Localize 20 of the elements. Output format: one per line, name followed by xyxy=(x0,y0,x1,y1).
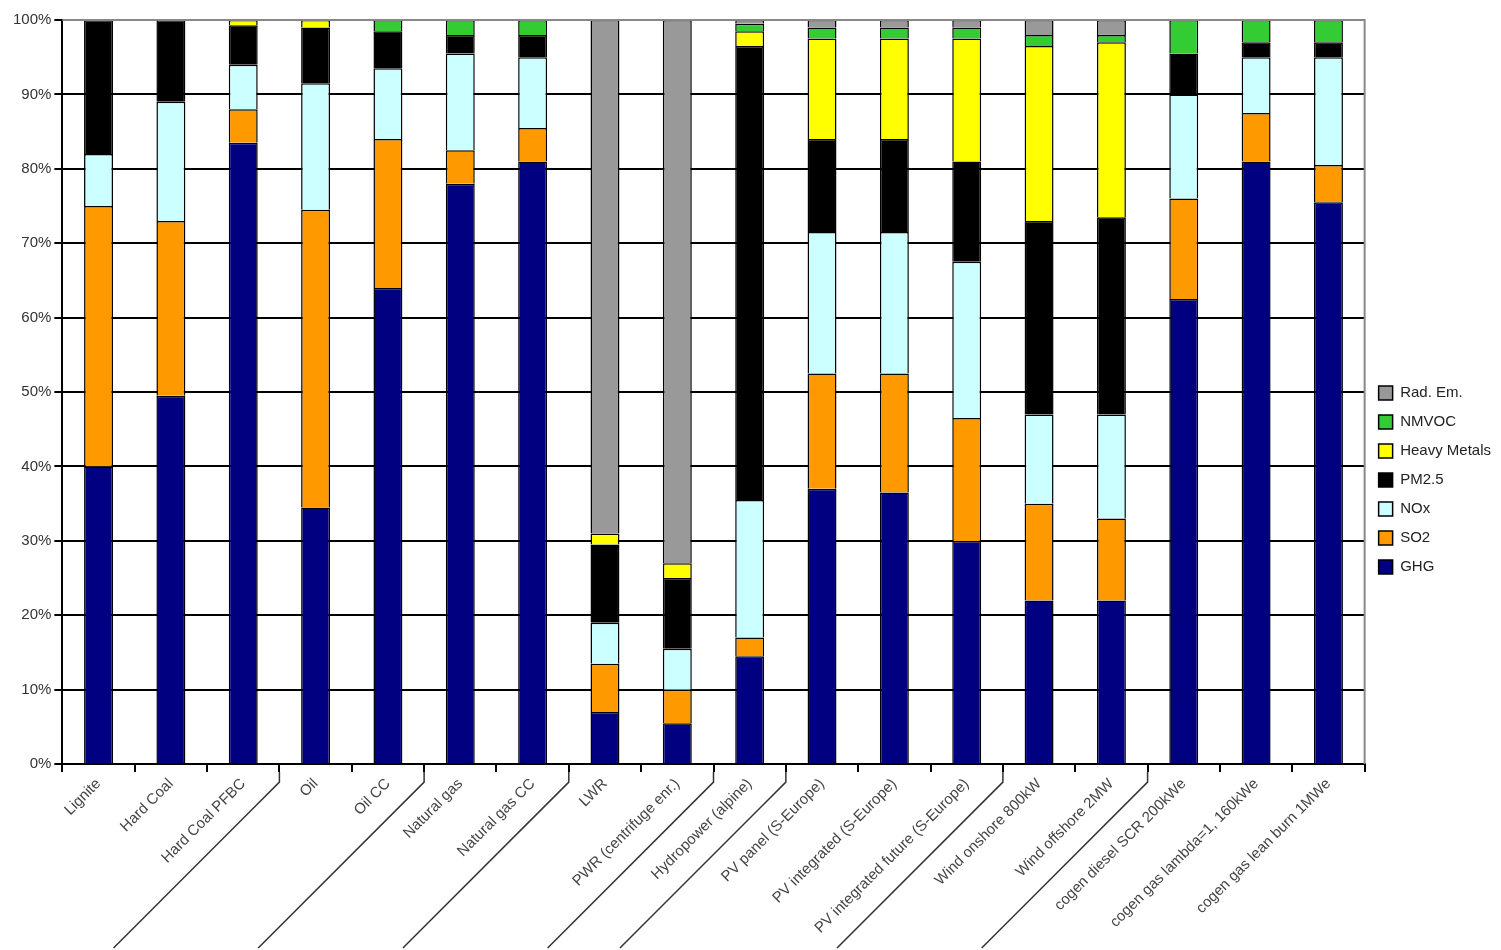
legend-label: PM2.5 xyxy=(1400,470,1444,488)
x-tick-label: Oil xyxy=(295,774,321,800)
y-tick-label: 70% xyxy=(21,233,52,251)
y-tick-label: 0% xyxy=(29,754,52,772)
legend-label: GHG xyxy=(1400,557,1435,575)
legend-label: NMVOC xyxy=(1400,412,1457,430)
y-tick-label: 80% xyxy=(21,158,52,176)
y-tick-label: 20% xyxy=(21,605,52,623)
y-tick-label: 90% xyxy=(21,84,52,102)
y-tick-label: 50% xyxy=(21,382,52,400)
legend-label: SO2 xyxy=(1400,528,1431,546)
x-tick-label: Oil CC xyxy=(349,774,394,818)
y-tick-label: 100% xyxy=(12,10,52,28)
legend-label: Heavy Metals xyxy=(1400,441,1492,459)
y-tick-label: 30% xyxy=(21,531,52,549)
y-tick-label: 40% xyxy=(21,456,52,474)
legend-label: Rad. Em. xyxy=(1400,383,1463,401)
legend-label: NOx xyxy=(1400,499,1431,517)
y-tick-label: 60% xyxy=(21,307,52,325)
y-tick-label: 10% xyxy=(21,679,52,697)
